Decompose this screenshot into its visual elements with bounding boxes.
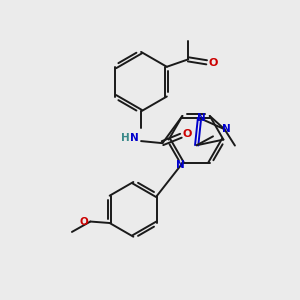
Text: N: N <box>196 113 206 123</box>
Text: N: N <box>176 160 184 170</box>
Text: O: O <box>79 217 88 226</box>
Text: O: O <box>208 58 218 68</box>
Text: N: N <box>222 124 230 134</box>
Text: H: H <box>121 133 130 143</box>
Text: N: N <box>130 133 139 143</box>
Text: O: O <box>182 129 192 139</box>
